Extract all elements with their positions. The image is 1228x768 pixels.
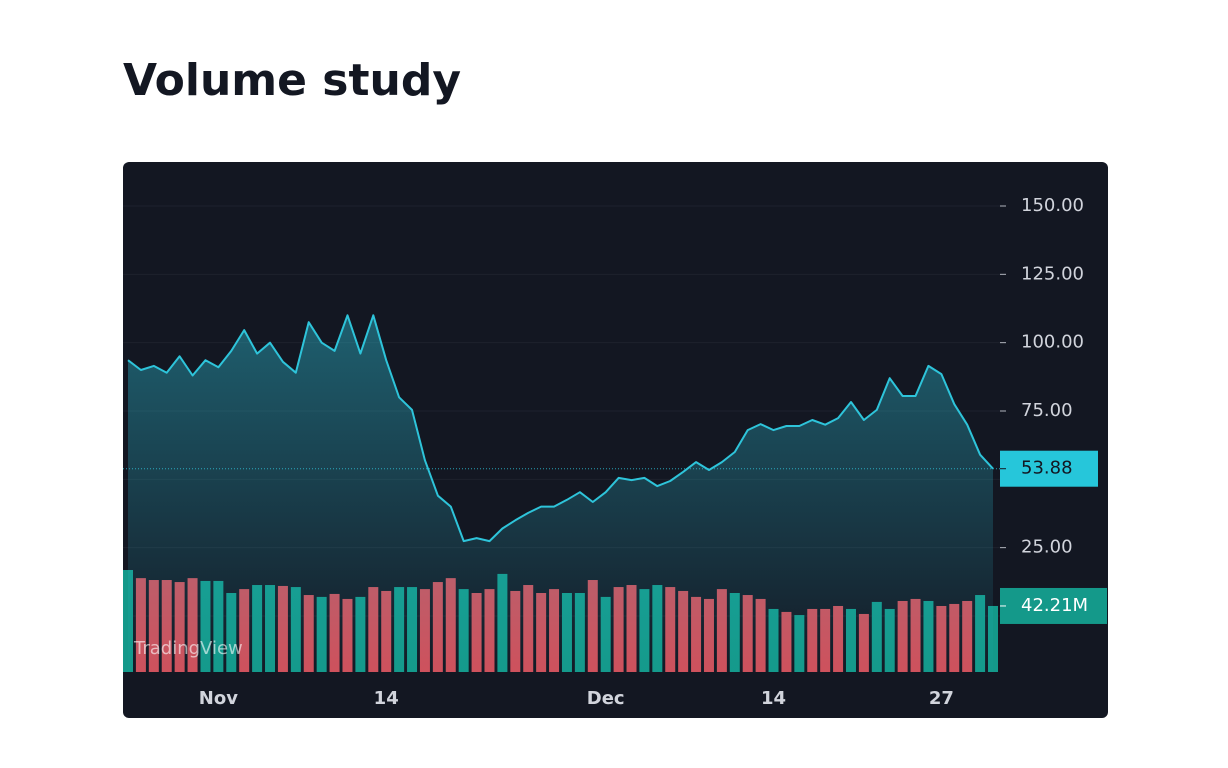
last-price-label: 53.88: [1021, 458, 1073, 479]
y-tick-label: 100.00: [1021, 332, 1084, 353]
page-title: Volume study: [123, 55, 461, 106]
volume-last-box: [1000, 587, 1107, 624]
axes: 0.0025.0050.0075.00100.00125.00150.00Nov…: [133, 195, 1107, 709]
y-tick-label: 75.00: [1021, 400, 1073, 421]
watermark: TradingView: [133, 638, 243, 659]
x-tick-label: 27: [929, 688, 954, 709]
price-pane: [123, 314, 1000, 672]
x-tick-label: Nov: [199, 688, 238, 709]
area-fill: [128, 315, 993, 672]
x-tick-label: Dec: [587, 688, 625, 709]
volume-last-label: 42.21M: [1021, 595, 1088, 616]
y-tick-label: 150.00: [1021, 195, 1084, 216]
last-price-box: [1000, 450, 1098, 487]
x-tick-label: 14: [374, 688, 399, 709]
y-tick-label: 25.00: [1021, 537, 1073, 558]
x-tick-label: 14: [761, 688, 786, 709]
price-line: [127, 314, 994, 543]
y-tick-label: 125.00: [1021, 263, 1084, 284]
